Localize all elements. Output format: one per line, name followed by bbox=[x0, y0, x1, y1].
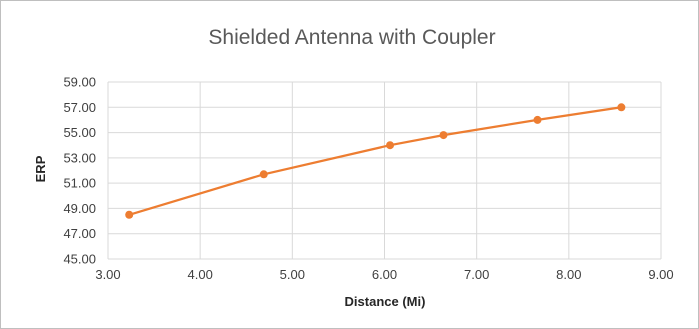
y-tick-label: 51.00 bbox=[63, 176, 96, 191]
x-tick-label: 6.00 bbox=[372, 267, 397, 282]
y-tick-label: 53.00 bbox=[63, 150, 96, 165]
chart-title: Shielded Antenna with Coupler bbox=[208, 26, 495, 49]
data-point bbox=[533, 115, 542, 124]
x-tick-label: 5.00 bbox=[280, 267, 305, 282]
data-point bbox=[386, 141, 395, 150]
horizontal-gridlines bbox=[108, 81, 661, 260]
y-tick-label: 57.00 bbox=[63, 100, 96, 115]
data-point bbox=[259, 170, 268, 179]
y-tick-label: 55.00 bbox=[63, 125, 96, 140]
x-tick-label: 3.00 bbox=[95, 267, 120, 282]
y-tick-label: 45.00 bbox=[63, 252, 96, 267]
x-tick-label: 4.00 bbox=[188, 267, 213, 282]
data-point bbox=[617, 103, 626, 112]
x-axis-title: Distance (Mi) bbox=[345, 294, 426, 309]
x-tick-label: 9.00 bbox=[648, 267, 673, 282]
series-layer bbox=[125, 103, 626, 219]
y-tick-label: 47.00 bbox=[63, 226, 96, 241]
y-tick-label: 49.00 bbox=[63, 201, 96, 216]
y-axis-title: ERP bbox=[33, 155, 48, 182]
data-point bbox=[125, 210, 134, 219]
y-axis-tick-labels: 45.00 47.00 49.00 51.00 53.00 55.00 57.00 59.00 bbox=[63, 75, 96, 267]
y-tick-label: 59.00 bbox=[63, 75, 96, 90]
x-tick-label: 7.00 bbox=[464, 267, 489, 282]
x-tick-label: 8.00 bbox=[556, 267, 581, 282]
data-point bbox=[439, 131, 448, 140]
vertical-gridlines bbox=[107, 82, 662, 259]
x-axis-tick-labels: 3.00 4.00 5.00 6.00 7.00 8.00 9.00 bbox=[95, 267, 673, 282]
series-line bbox=[128, 106, 623, 216]
